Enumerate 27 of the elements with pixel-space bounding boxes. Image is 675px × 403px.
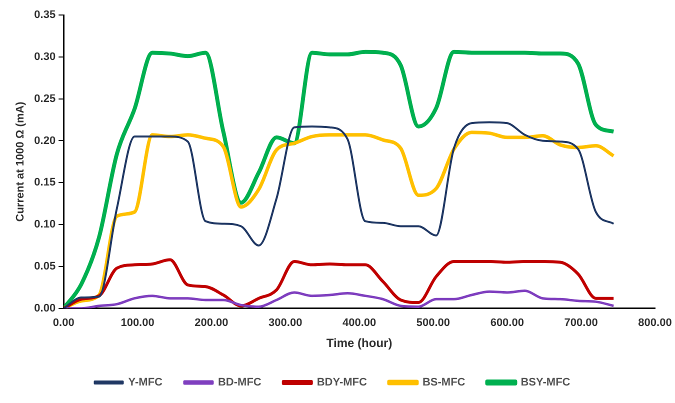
- y-tick-label: 0.25: [34, 92, 56, 105]
- line-series: [64, 290, 615, 308]
- x-axis-title: Time (hour): [326, 336, 392, 350]
- x-tick-label: 700.00: [564, 317, 598, 330]
- x-tick-label: 0.00: [52, 317, 74, 330]
- x-tick-label: 300.00: [268, 317, 302, 330]
- x-tick-label: 500.00: [416, 317, 450, 330]
- x-tick-label: 600.00: [490, 317, 524, 330]
- x-tick-label: 100.00: [120, 317, 154, 330]
- legend-label: Y-MFC: [128, 376, 163, 389]
- x-tick-label: 800.00: [638, 317, 672, 330]
- y-tick-label: 0.30: [34, 50, 56, 63]
- y-tick-label: 0.35: [34, 9, 56, 22]
- y-tick-label: 0.10: [34, 218, 56, 231]
- x-tick-label: 400.00: [342, 317, 376, 330]
- y-axis-title: Current at 1000 Ω (mA): [14, 101, 27, 222]
- x-tick-label: 200.00: [194, 317, 228, 330]
- legend-label: BS-MFC: [422, 376, 466, 389]
- y-tick-label: 0.20: [34, 134, 56, 147]
- y-tick-label: 0.00: [34, 302, 56, 314]
- line-series: [64, 258, 616, 308]
- legend-label: BD-MFC: [218, 376, 262, 389]
- legend-label: BDY-MFC: [316, 376, 368, 389]
- legend-label: BSY-MFC: [520, 376, 570, 389]
- y-tick-label: 0.05: [34, 260, 56, 273]
- y-tick-label: 0.15: [34, 176, 56, 189]
- line-series: [64, 50, 616, 308]
